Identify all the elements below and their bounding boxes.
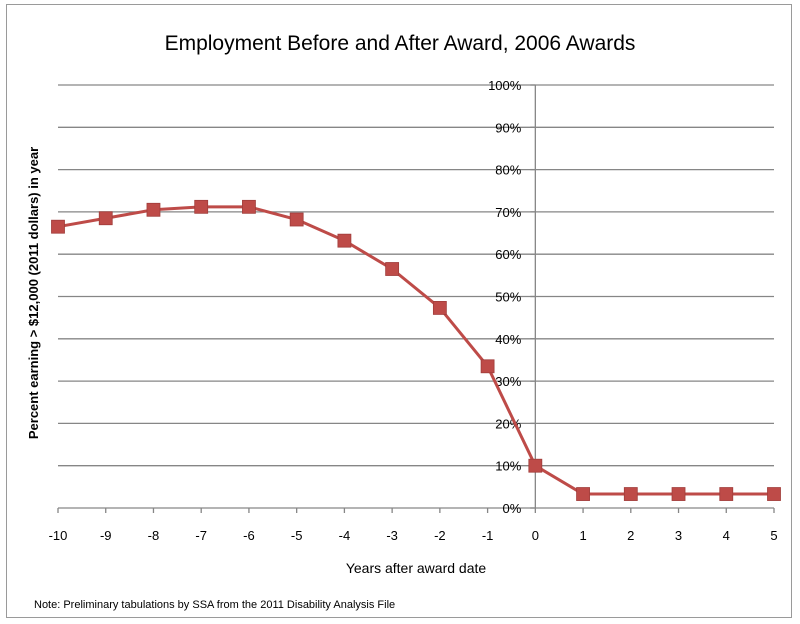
y-tick-labels: 0% 10% 20% 30% 40% 50% 60% 70% 80% 90% 100% [488, 78, 522, 516]
y-tick-label: 60% [495, 247, 521, 262]
x-tick-label: 1 [579, 528, 586, 543]
data-point [337, 233, 352, 248]
x-tick-label: 2 [627, 528, 634, 543]
x-tick-labels: -10 -9 -8 -7 -6 -5 -4 -3 -2 -1 0 1 2 3 4 5 [49, 528, 778, 543]
data-point [767, 487, 781, 501]
x-tick-label: -3 [386, 528, 398, 543]
footnote: Note: Preliminary tabulations by SSA fro… [34, 599, 395, 611]
data-point [719, 487, 734, 501]
y-tick-label: 10% [495, 459, 521, 474]
x-tick-label: -9 [100, 528, 112, 543]
x-tick-label: -6 [243, 528, 255, 543]
gridlines [58, 84, 774, 467]
series-group [51, 199, 781, 501]
series-line [57, 205, 774, 496]
chart-frame [6, 4, 792, 618]
data-point [194, 199, 209, 214]
y-tick-label: 40% [495, 332, 521, 347]
data-point [51, 219, 65, 234]
x-tick-label: -2 [434, 528, 446, 543]
data-point [671, 487, 686, 501]
x-tick-label: 3 [675, 528, 682, 543]
y-tick-label: 50% [495, 290, 521, 305]
data-point [385, 262, 400, 276]
data-point [528, 458, 543, 473]
data-point [480, 359, 495, 374]
x-tick-label: -5 [291, 528, 303, 543]
x-axis-label: Years after award date [346, 560, 487, 576]
y-tick-label: 30% [495, 374, 521, 389]
y-tick-label: 80% [495, 163, 521, 178]
data-point [623, 487, 638, 501]
y-tick-label: 70% [495, 205, 521, 220]
data-point [98, 211, 113, 226]
y-tick-label: 100% [488, 78, 522, 93]
x-tick-label: -10 [49, 528, 68, 543]
x-tick-label: -8 [148, 528, 160, 543]
data-point [242, 199, 256, 214]
x-tick-label: 5 [770, 528, 777, 543]
data-point [576, 487, 590, 501]
data-point [289, 212, 304, 227]
axes [57, 84, 775, 513]
chart-title: Employment Before and After Award, 2006 … [165, 32, 636, 55]
x-tick-label: -7 [195, 528, 207, 543]
y-tick-label: 20% [495, 416, 521, 431]
data-point [432, 301, 447, 315]
data-point [146, 202, 161, 217]
y-axis-label: Percent earning > $12,000 (2011 dollars)… [26, 147, 41, 439]
x-tick-label: -4 [339, 528, 351, 543]
y-tick-label: 90% [495, 120, 521, 135]
y-tick-label: 0% [503, 501, 522, 516]
x-tick-label: 4 [723, 528, 730, 543]
x-tick-label: -1 [482, 528, 494, 543]
x-tick-label: 0 [532, 528, 539, 543]
